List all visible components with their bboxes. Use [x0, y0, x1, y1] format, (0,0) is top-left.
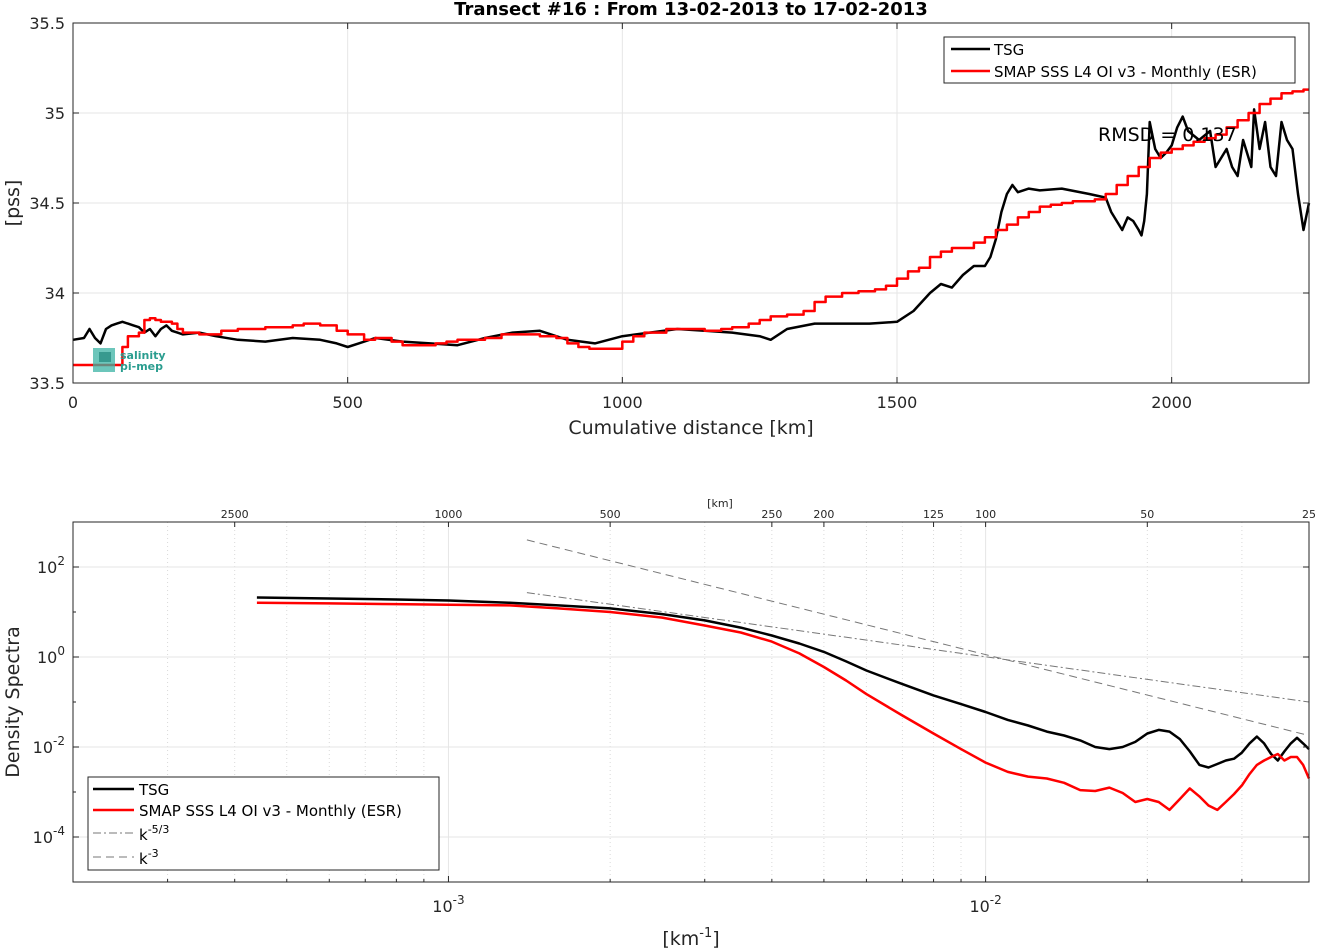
- top-km-tick-label: 2500: [221, 508, 249, 521]
- bottom-x-tick-label: 10-2: [969, 893, 1001, 916]
- logo-text-salinity: salinity: [120, 349, 166, 362]
- bottom-legend-smap-label: SMAP SSS L4 OI v3 - Monthly (ESR): [139, 802, 402, 820]
- k3-sup: -3: [148, 847, 159, 860]
- bottom-x-axis-label-end: ]: [712, 928, 719, 948]
- top-x-tick-label: 0: [68, 393, 78, 412]
- bottom-y-tick-exp: -2: [53, 734, 65, 748]
- top-km-tick-label: 125: [923, 508, 944, 521]
- top-legend: TSG SMAP SSS L4 OI v3 - Monthly (ESR): [943, 36, 1296, 84]
- k53-sup: -5/3: [148, 823, 170, 836]
- top-x-tick-label: 1500: [877, 393, 918, 412]
- bottom-y-tick-exp: 2: [57, 554, 65, 568]
- bottom-x-tick-base: 10: [432, 897, 452, 916]
- bottom-y-tick-label: 102: [37, 554, 65, 577]
- logo-mark-inner: [99, 352, 111, 362]
- salinity-pi-mep-logo: salinity pi-mep: [93, 348, 166, 373]
- bottom-legend-tsg-label: TSG: [138, 781, 169, 799]
- top-y-axis-label: [pss]: [2, 180, 24, 227]
- top-x-tick-label: 1000: [602, 393, 643, 412]
- top-chart-title: Transect #16 : From 13-02-2013 to 17-02-…: [454, 0, 928, 20]
- bottom-legend-k53-label: k-5/3: [139, 823, 169, 844]
- bottom-y-axis-label: Density Spectra: [2, 626, 24, 777]
- bottom-legend-k3-label: k-3: [139, 847, 159, 868]
- top-y-tick-label: 34: [45, 284, 65, 303]
- bottom-x-tick-label: 10-3: [432, 893, 464, 916]
- bottom-y-tick-base: 10: [37, 558, 57, 577]
- bottom-series-smap-line: [256, 601, 1311, 812]
- rmsd-annotation: RMSD = 0.137: [1098, 124, 1237, 146]
- top-legend-box: [943, 36, 1296, 84]
- top-y-tick-label: 33.5: [29, 374, 65, 393]
- bottom-legend-box: [87, 776, 440, 871]
- top-series: [72, 88, 1311, 367]
- top-km-tick-label: 100: [975, 508, 996, 521]
- bottom-x-axis-label-base: [km: [662, 928, 699, 948]
- top-y-tick-label: 34.5: [29, 194, 65, 213]
- bottom-y-tick-label: 100: [37, 644, 65, 667]
- bottom-series: [256, 539, 1311, 812]
- top-km-tick-label: 50: [1140, 508, 1154, 521]
- top-km-tick-label: 250: [761, 508, 782, 521]
- k53-base: k: [139, 826, 148, 844]
- bottom-y-tick-base: 10: [33, 828, 53, 847]
- top-y-tick-label: 35: [45, 104, 65, 123]
- bottom-x-tick-exp: -3: [453, 893, 465, 907]
- top-axis-km-label: [km]: [707, 497, 733, 510]
- top-series-tsg-line: [72, 108, 1311, 349]
- bottom-x-axis-label-sup: -1: [699, 926, 712, 941]
- salinity-transect-chart: 0 500 1000 1500 2000 33.5 34 34.5 35 35.5 Transec…: [2, 0, 1311, 439]
- bottom-series-k53-line: [526, 592, 1310, 703]
- bottom-y-tick-exp: -4: [53, 824, 65, 838]
- top-x-tick-label: 2000: [1151, 393, 1192, 412]
- top-km-tick-label: 500: [600, 508, 621, 521]
- top-km-tick-label: 200: [813, 508, 834, 521]
- bottom-legend: TSG SMAP SSS L4 OI v3 - Monthly (ESR) k-…: [87, 776, 440, 871]
- top-series-smap-line: [73, 88, 1309, 367]
- bottom-y-tick-exp: 0: [57, 644, 65, 658]
- top-x-tick-label: 500: [332, 393, 363, 412]
- bottom-y-tick-label: 10-4: [33, 824, 65, 847]
- bottom-x-axis-label: [km-1]: [662, 926, 719, 948]
- bottom-y-tick-label: 10-2: [33, 734, 65, 757]
- top-km-tick-label: 25: [1302, 508, 1316, 521]
- bottom-y-tick-base: 10: [37, 648, 57, 667]
- logo-text-pi-mep: pi-mep: [120, 360, 163, 373]
- top-x-axis-label: Cumulative distance [km]: [568, 417, 813, 439]
- bottom-x-tick-base: 10: [969, 897, 989, 916]
- top-legend-tsg-label: TSG: [993, 41, 1024, 59]
- top-km-tick-label: 1000: [434, 508, 462, 521]
- top-ticks: 0 500 1000 1500 2000 33.5 34 34.5 35 35.5: [29, 14, 1309, 412]
- bottom-y-tick-base: 10: [33, 738, 53, 757]
- top-y-tick-label: 35.5: [29, 14, 65, 33]
- k3-base: k: [139, 850, 148, 868]
- bottom-series-k3-line: [526, 539, 1310, 736]
- top-legend-smap-label: SMAP SSS L4 OI v3 - Monthly (ESR): [994, 63, 1257, 81]
- bottom-x-tick-exp: -2: [990, 893, 1002, 907]
- bottom-series-tsg-line: [256, 596, 1310, 769]
